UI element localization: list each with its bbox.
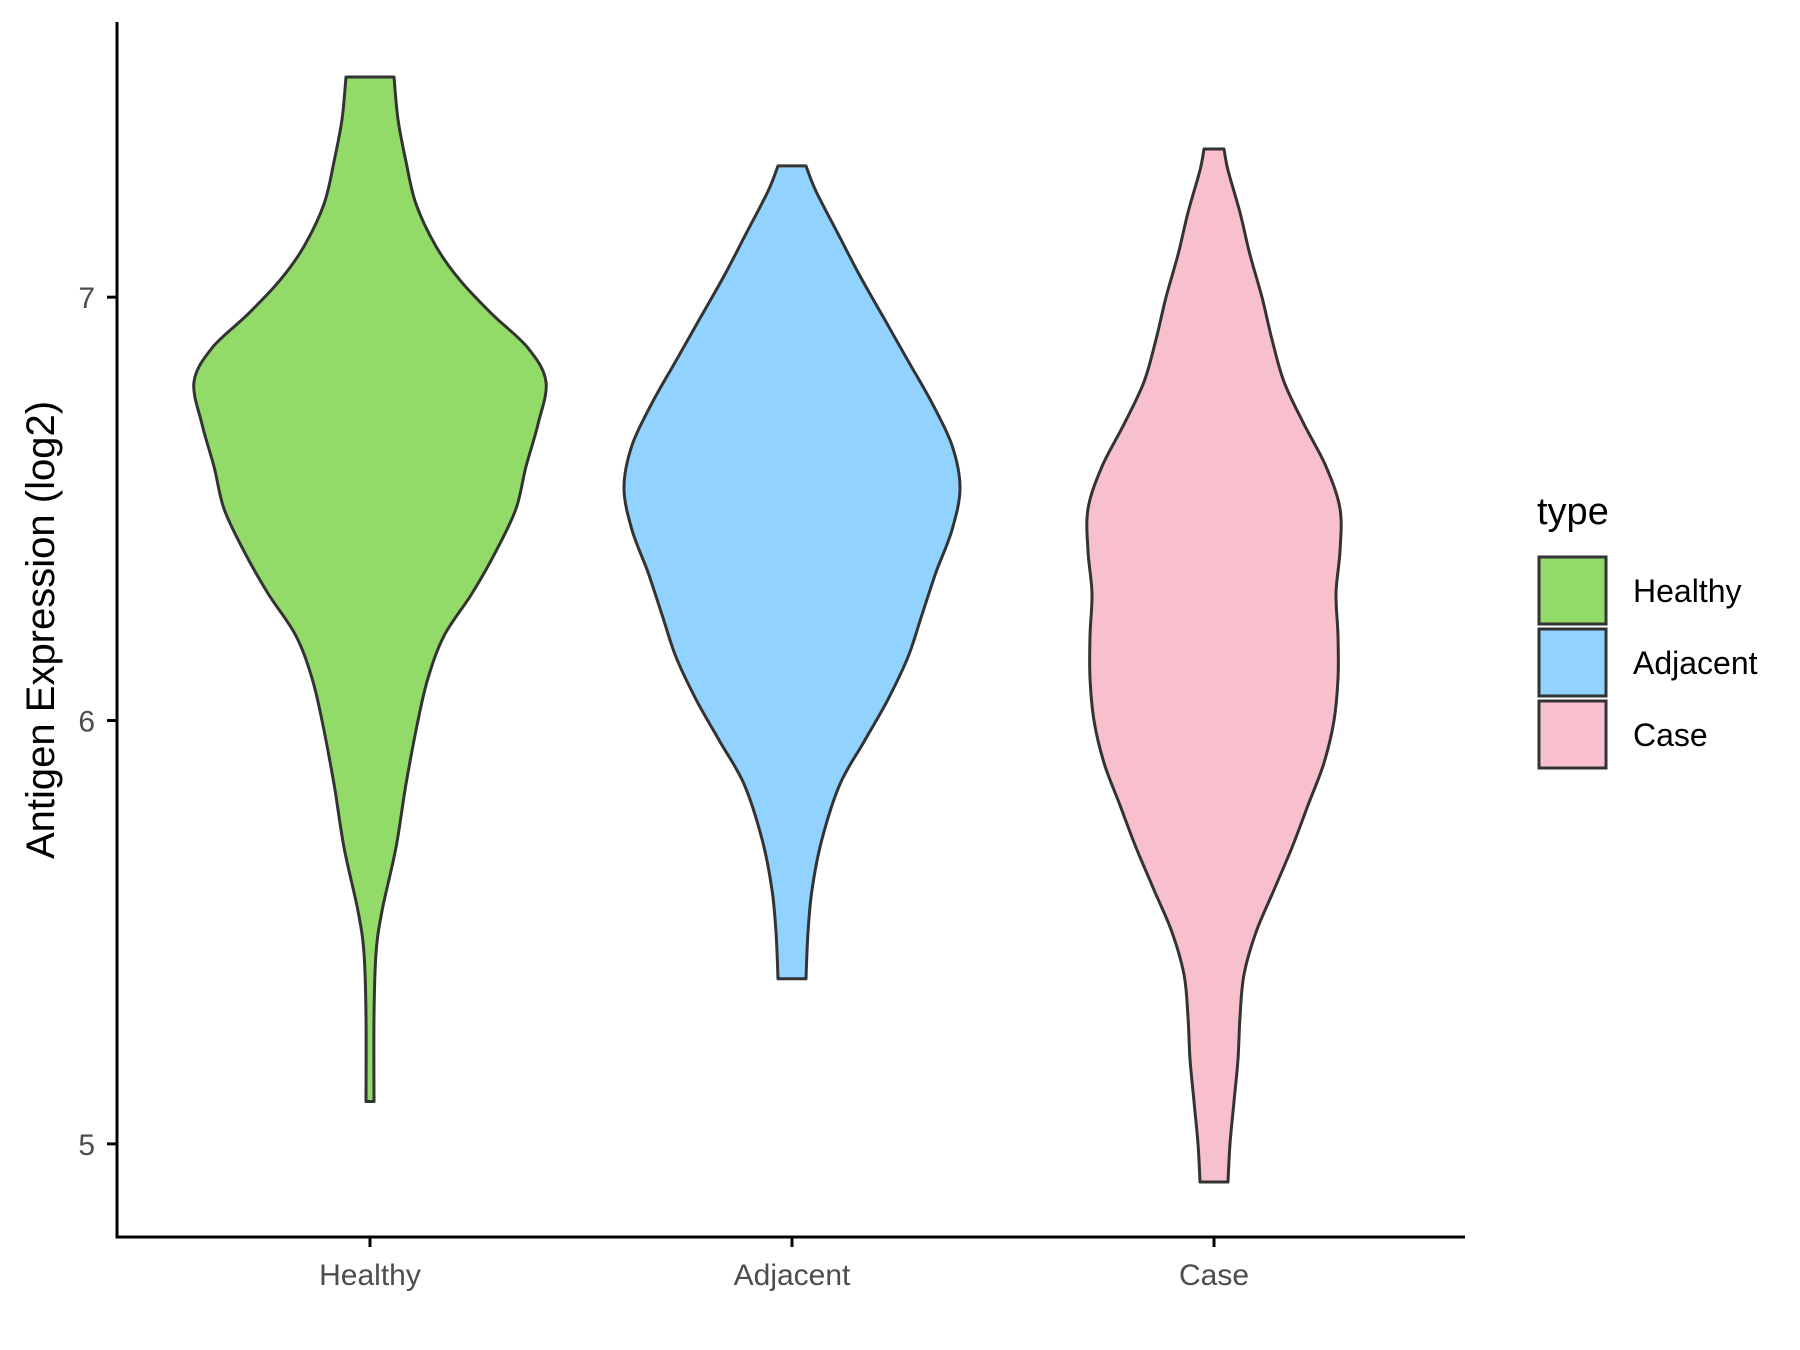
legend: type Healthy Adjacent Case xyxy=(1537,491,1758,770)
y-tick-label: 6 xyxy=(78,706,95,739)
legend-label-case: Case xyxy=(1633,717,1708,753)
x-tick-label: Adjacent xyxy=(734,1259,851,1292)
y-tick-label: 5 xyxy=(78,1129,95,1162)
legend-items: Healthy Adjacent Case xyxy=(1537,555,1758,770)
violin-healthy xyxy=(192,75,548,1103)
y-tick-label: 7 xyxy=(78,282,95,315)
legend-key-case xyxy=(1537,699,1608,770)
legend-key-adjacent xyxy=(1537,627,1608,698)
x-axis-ticks: Healthy Adjacent Case xyxy=(319,1237,1249,1292)
violin-layer xyxy=(192,75,1343,1184)
legend-label-adjacent: Adjacent xyxy=(1633,645,1758,681)
legend-key-healthy xyxy=(1537,555,1608,626)
y-axis-ticks: 5 6 7 xyxy=(78,282,117,1162)
legend-title: type xyxy=(1537,491,1609,533)
violin-case xyxy=(1085,147,1343,1184)
legend-label-healthy: Healthy xyxy=(1633,573,1742,609)
x-tick-label: Case xyxy=(1179,1259,1249,1292)
x-tick-label: Healthy xyxy=(319,1259,421,1292)
y-axis-title: Antigen Expression (log2) xyxy=(19,401,63,859)
violin-adjacent xyxy=(622,164,962,981)
